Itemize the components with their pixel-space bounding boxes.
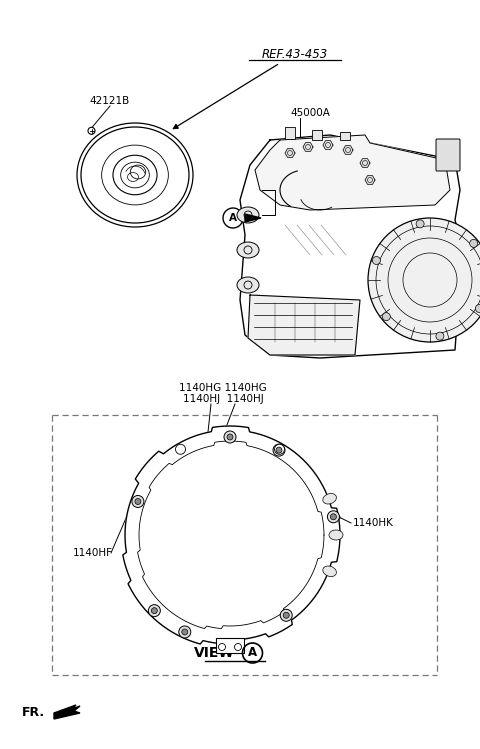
Circle shape [469, 240, 478, 247]
Text: VIEW: VIEW [194, 646, 235, 660]
Polygon shape [360, 159, 370, 167]
Text: 45000A: 45000A [290, 108, 330, 118]
Ellipse shape [323, 494, 336, 504]
Text: 1140HJ  1140HJ: 1140HJ 1140HJ [182, 394, 264, 404]
Circle shape [273, 444, 285, 456]
Circle shape [227, 434, 233, 440]
Bar [312, 130, 322, 140]
Circle shape [436, 332, 444, 340]
Polygon shape [343, 145, 353, 154]
Ellipse shape [323, 566, 336, 577]
Text: REF.43-453: REF.43-453 [262, 49, 328, 61]
Ellipse shape [237, 242, 259, 258]
Polygon shape [54, 705, 80, 719]
Bar [340, 132, 350, 140]
Circle shape [383, 312, 390, 321]
Bar [285, 127, 295, 139]
Circle shape [182, 629, 188, 635]
Bar [216, 638, 244, 653]
Ellipse shape [237, 277, 259, 293]
Circle shape [280, 609, 292, 621]
Circle shape [283, 612, 289, 618]
Text: 1140HG 1140HG: 1140HG 1140HG [179, 383, 267, 393]
Circle shape [372, 256, 381, 264]
Circle shape [275, 444, 285, 454]
Text: A: A [248, 646, 257, 660]
Text: 1140HK: 1140HK [353, 518, 394, 528]
Circle shape [475, 305, 480, 312]
Polygon shape [245, 214, 261, 222]
Polygon shape [365, 176, 375, 184]
Polygon shape [285, 148, 295, 157]
Circle shape [148, 604, 160, 616]
Circle shape [151, 607, 157, 613]
Circle shape [179, 626, 191, 638]
Text: FR.: FR. [22, 706, 45, 718]
Text: 1140HF: 1140HF [73, 548, 113, 558]
Polygon shape [323, 141, 333, 149]
Polygon shape [255, 135, 450, 210]
Circle shape [330, 514, 336, 520]
Circle shape [176, 444, 185, 454]
Circle shape [132, 496, 144, 508]
Ellipse shape [237, 207, 259, 223]
FancyBboxPatch shape [436, 139, 460, 171]
Polygon shape [240, 135, 463, 358]
Polygon shape [123, 426, 340, 644]
Circle shape [135, 499, 141, 505]
Text: A: A [229, 213, 237, 223]
Circle shape [224, 431, 236, 443]
Polygon shape [248, 295, 360, 355]
Text: 42121B: 42121B [90, 96, 130, 106]
Circle shape [368, 218, 480, 342]
Circle shape [327, 511, 339, 523]
Ellipse shape [329, 530, 343, 540]
Circle shape [416, 220, 424, 228]
Circle shape [223, 208, 243, 228]
Circle shape [276, 447, 282, 453]
Polygon shape [303, 142, 313, 151]
